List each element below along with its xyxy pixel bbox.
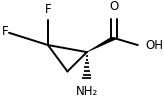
Text: F: F (1, 24, 8, 38)
Polygon shape (87, 37, 116, 52)
Text: F: F (45, 3, 51, 16)
Text: NH₂: NH₂ (76, 86, 98, 98)
Text: OH: OH (145, 39, 163, 52)
Text: O: O (109, 0, 118, 13)
